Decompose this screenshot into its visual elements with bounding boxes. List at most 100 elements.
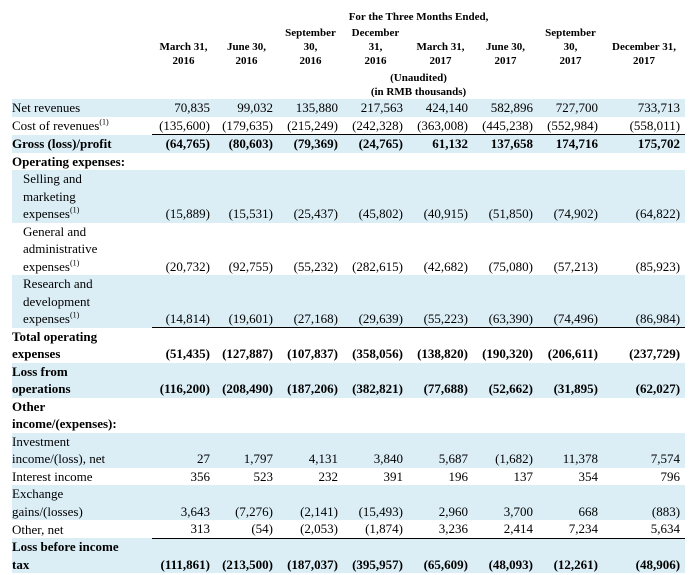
column-header: September 30, 2017 [538,26,603,68]
row-label-line: operations [12,381,71,396]
value-cell: 356 [190,468,211,484]
column-header-line: September [285,27,336,39]
value-cell: (92,755) [228,258,273,274]
table-row: Loss from operations (116,200) (208,490) (18… [12,362,686,398]
value-cell: (179,635) [222,117,273,133]
value-cell: 2,960 [408,485,473,520]
row-label-line: expenses [12,346,61,361]
row-label-line: expenses [23,311,70,326]
row-label-line: marketing [23,188,76,204]
value-cell: (27,168) [278,275,343,328]
value-cell [538,398,603,433]
value-cell: (65,609) [408,537,473,573]
value-cell: (54) [251,521,273,536]
table-row: Other, net 313 (54) (2,053) (1,874) 3,236 2,41… [12,520,685,538]
row-label-line: General and [23,223,87,239]
value-cell: 1,797 [215,432,278,468]
value-cell: (48,093) [473,537,538,573]
column-header-line: 2017 [559,55,582,67]
value-cell: 3,643 [152,485,215,520]
value-cell: 196 [448,468,469,484]
value-cell: (12,261) [538,537,603,573]
value-cell: (15,493) [343,485,408,520]
column-header-line: 30, [303,41,318,53]
value-cell: (64,765) [152,134,215,153]
value-cell: (55,223) [408,275,473,328]
table-row: Research and development expenses(1) (14,81… [12,275,686,328]
value-cell: (14,814) [152,275,215,328]
value-cell: 582,896 [473,99,538,117]
value-cell: 232 [318,468,339,484]
value-cell [343,153,408,171]
value-cell: (20,732) [165,258,210,274]
column-header-line: December 31, [612,41,676,53]
column-header-line: 30, [563,41,578,53]
row-label: Loss from operations [12,362,152,398]
row-label-line: administrative [23,241,98,256]
value-cell: (85,923) [635,258,681,274]
row-label: Net revenues [12,99,152,117]
value-cell: 3,236 [438,521,468,536]
value-cell: 5,634 [650,521,681,536]
column-header: March 31, 2016 [152,26,215,68]
column-header-line: 31, [368,41,383,53]
value-cell: (48,906) [603,537,686,573]
footnote-marker: (1) [99,117,109,127]
row-label-line: expenses [23,206,70,221]
row-label-line: Other [12,398,46,414]
column-header-line: June 30, [485,41,526,53]
value-cell [343,398,408,433]
column-header: December 31, 2017 [603,26,685,68]
value-cell [278,398,343,433]
value-cell: (52,662) [473,362,538,398]
column-header: March 31, 2017 [408,26,473,68]
column-header-line: 2017 [494,55,517,67]
value-cell: 3,700 [473,485,538,520]
footnote-marker: (1) [69,205,80,215]
value-cell: 11,378 [538,432,603,468]
value-cell: (25,437) [278,170,343,223]
value-cell: (190,320) [473,327,538,363]
value-cell: 2,414 [503,521,533,536]
row-label: Other, net [12,520,152,538]
value-cell: (116,200) [152,362,215,398]
value-cell [408,398,473,433]
row-label-line: income/(loss), net [12,451,106,466]
value-cell: (55,232) [293,258,338,274]
value-cell: 137 [513,468,534,484]
value-cell: (282,615) [352,258,403,274]
value-cell: (187,037) [278,537,343,573]
value-cell: 727,700 [538,99,603,117]
value-cell: (138,820) [408,327,473,363]
row-label: Gross (loss)/profit [12,134,152,153]
column-header: June 30, 2017 [473,26,538,68]
value-cell: 175,702 [603,134,686,153]
value-cell: (135,600) [159,117,210,133]
column-header-line: 2016 [235,55,258,67]
row-label-line: Exchange [12,486,64,501]
row-label: Investment income/(loss), net [12,432,152,468]
row-label: Exchange gains/(losses) [12,485,152,520]
value-cell: (62,027) [603,362,686,398]
table-row: Total operating expenses (51,435) (127,887)… [12,327,686,363]
table-row: Operating expenses: [12,153,685,171]
value-cell: (7,276) [215,485,278,520]
row-label-line: Interest income [12,468,93,484]
value-cell: (111,861) [152,537,215,573]
value-cell: (215,249) [287,117,338,133]
column-header-line: March 31, [416,41,465,53]
blank [12,26,152,68]
value-cell: 313 [190,521,211,536]
value-cell [473,153,538,171]
value-cell: (40,915) [408,170,473,223]
row-label: Selling and marketing expenses(1) [12,170,152,223]
value-cell [215,153,278,171]
value-cell [408,153,473,171]
value-cell [215,398,278,433]
value-cell: (51,850) [473,170,538,223]
value-cell: 5,687 [408,432,473,468]
row-label: Other income/(expenses): [12,398,152,433]
value-cell: 70,835 [152,99,215,117]
value-cell [538,153,603,171]
